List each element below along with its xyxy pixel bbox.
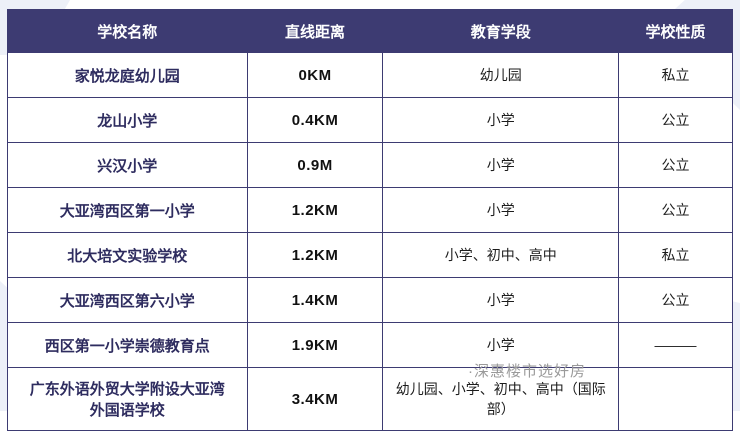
- education-stage: 小学: [382, 277, 620, 323]
- school-name: 大亚湾西区第一小学: [7, 187, 248, 233]
- school-nature: 公立: [618, 142, 733, 188]
- watermark-text: ·深惠楼市选好房: [468, 363, 586, 380]
- column-header-education-stage: 教育学段: [382, 9, 620, 53]
- table-row: 广东外语外贸大学附设大亚湾外国语学校 3.4KM 幼儿园、小学、初中、高中（国际…: [7, 367, 733, 431]
- distance-value: 0.4KM: [246, 97, 384, 143]
- column-header-school-name: 学校名称: [7, 9, 248, 53]
- school-nature: 公立: [618, 97, 733, 143]
- school-nature: 私立: [618, 232, 733, 278]
- schools-table: 学校名称 直线距离 教育学段 学校性质 家悦龙庭幼儿园 0KM 幼儿园 私立 龙…: [7, 9, 733, 431]
- table-row: 大亚湾西区第六小学 1.4KM 小学 公立: [7, 277, 733, 323]
- school-nature: ———: [618, 322, 733, 368]
- table-row: 兴汉小学 0.9M 小学 公立: [7, 142, 733, 188]
- school-nature: [618, 367, 733, 431]
- table-row: 龙山小学 0.4KM 小学 公立: [7, 97, 733, 143]
- education-stage: 小学、初中、高中: [382, 232, 620, 278]
- school-name: 龙山小学: [7, 97, 248, 143]
- school-name: 大亚湾西区第六小学: [7, 277, 248, 323]
- school-name: 家悦龙庭幼儿园: [7, 52, 248, 98]
- education-stage: 小学: [382, 142, 620, 188]
- school-nature: 公立: [618, 187, 733, 233]
- distance-value: 3.4KM: [246, 367, 384, 431]
- column-header-distance: 直线距离: [246, 9, 384, 53]
- distance-value: 1.4KM: [246, 277, 384, 323]
- column-header-school-nature: 学校性质: [618, 9, 733, 53]
- school-nature: 公立: [618, 277, 733, 323]
- education-stage: 小学: [382, 187, 620, 233]
- education-stage: 幼儿园: [382, 52, 620, 98]
- distance-value: 0KM: [246, 52, 384, 98]
- school-name: 西区第一小学崇德教育点: [7, 322, 248, 368]
- table-row: 家悦龙庭幼儿园 0KM 幼儿园 私立: [7, 52, 733, 98]
- distance-value: 0.9M: [246, 142, 384, 188]
- table-row: 西区第一小学崇德教育点 1.9KM 小学 ———: [7, 322, 733, 368]
- school-name: 北大培文实验学校: [7, 232, 248, 278]
- distance-value: 1.9KM: [246, 322, 384, 368]
- distance-value: 1.2KM: [246, 187, 384, 233]
- distance-value: 1.2KM: [246, 232, 384, 278]
- education-stage: 小学: [382, 97, 620, 143]
- table-row: 大亚湾西区第一小学 1.2KM 小学 公立: [7, 187, 733, 233]
- education-stage: 小学: [382, 322, 620, 368]
- table-row: 北大培文实验学校 1.2KM 小学、初中、高中 私立: [7, 232, 733, 278]
- school-nature: 私立: [618, 52, 733, 98]
- school-name: 兴汉小学: [7, 142, 248, 188]
- school-name: 广东外语外贸大学附设大亚湾外国语学校: [7, 367, 248, 431]
- table-header-row: 学校名称 直线距离 教育学段 学校性质: [7, 9, 733, 53]
